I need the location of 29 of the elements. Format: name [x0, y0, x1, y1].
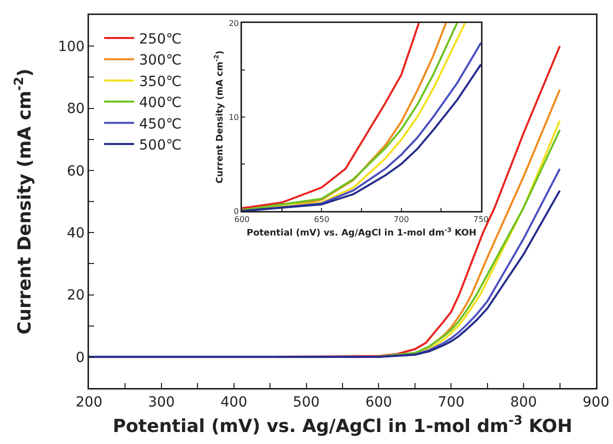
x-tick-label: 500 [292, 394, 320, 410]
legend-label: 250℃ [139, 32, 182, 48]
x-axis-title: Potential (mV) vs. Ag/AgCl in 1-mol dm$^{-3}$ KOH [112, 412, 572, 438]
x-tick-label: 700 [438, 394, 465, 410]
y-tick-label: 60 [66, 163, 85, 180]
y-tick-label: 0 [76, 350, 85, 366]
legend-label: 400℃ [139, 95, 182, 112]
y-tick-label: 10 [228, 112, 239, 122]
legend-label: 350℃ [139, 74, 182, 90]
legend-label: 450℃ [139, 116, 182, 132]
x-tick-label: 400 [220, 394, 248, 410]
x-tick-label: 600 [234, 215, 250, 224]
x-tick-label: 900 [582, 394, 610, 410]
y-tick-label: 0 [234, 206, 239, 216]
x-axis-title: Potential (mV) vs. Ag/AgCl in 1-mol dm$^{-3}$ KOH [246, 226, 476, 239]
legend-label: 500℃ [139, 138, 182, 154]
x-tick-label: 300 [148, 394, 175, 410]
y-tick-label: 80 [66, 101, 85, 118]
x-tick-label: 700 [394, 215, 409, 224]
x-tick-label: 800 [510, 394, 537, 410]
x-tick-label: 750 [473, 215, 489, 224]
x-tick-label: 650 [314, 215, 330, 224]
y-tick-label: 20 [228, 18, 239, 28]
y-tick-label: 20 [66, 288, 85, 304]
x-tick-label: 200 [76, 394, 102, 410]
x-tick-label: 600 [365, 394, 392, 410]
legend-label: 300℃ [139, 52, 182, 69]
y-tick-label: 100 [58, 38, 85, 55]
y-tick-label: 40 [66, 225, 85, 242]
